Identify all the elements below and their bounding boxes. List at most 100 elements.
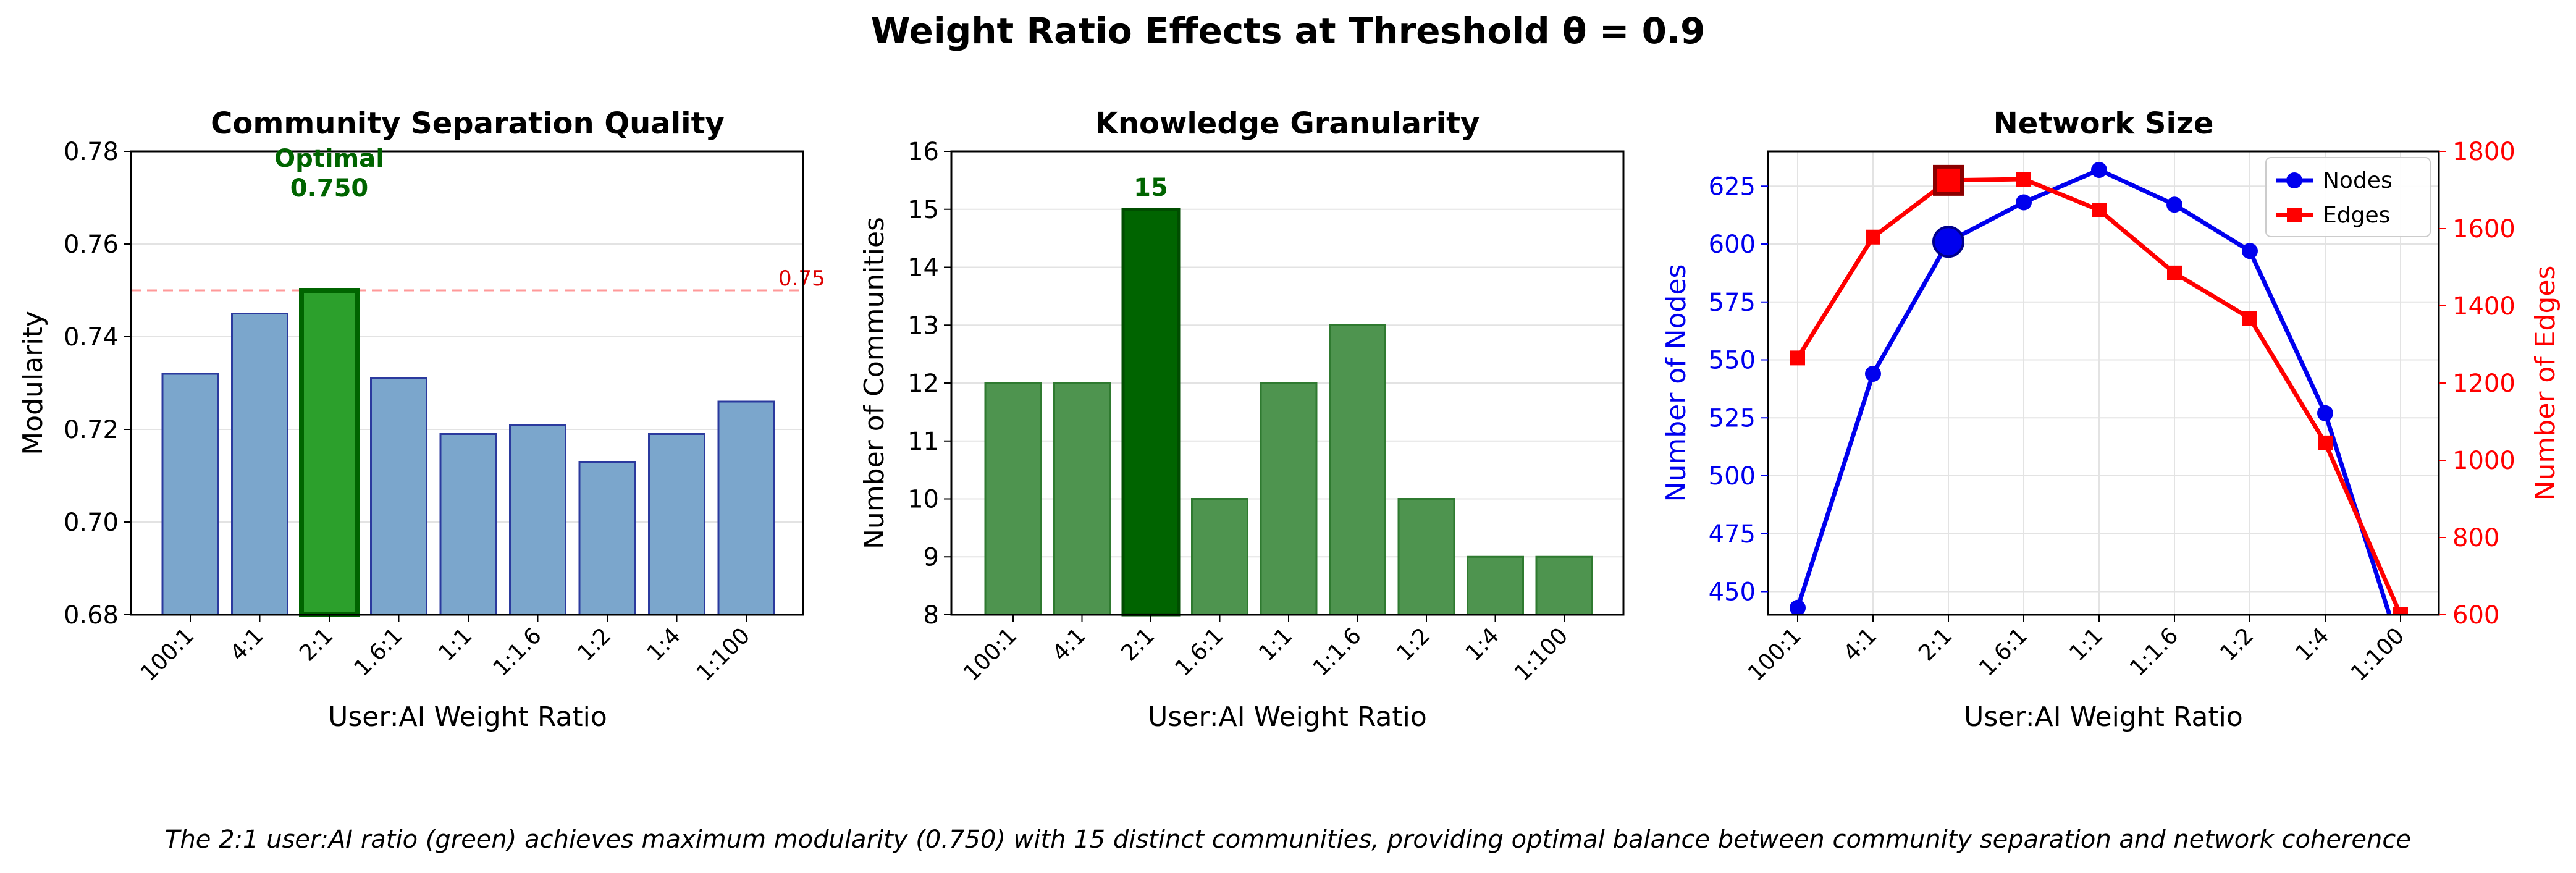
nodes-point-1:1.6: [2166, 196, 2182, 213]
edges-point-1:2: [2242, 311, 2257, 326]
bar-2:1: [1121, 208, 1181, 617]
x-tick-label: 1:4: [1461, 623, 1504, 666]
bar-1.6:1: [370, 377, 427, 616]
nodes-point-1:4: [2317, 405, 2333, 421]
y-tick-label: 600: [1709, 230, 1756, 259]
x-tick-label: 100:1: [959, 623, 1022, 686]
bar-1:100: [717, 400, 775, 616]
edges-point-4:1: [1866, 229, 1880, 245]
x-tick-label: 2:1: [1914, 623, 1957, 666]
y-tick-label: 450: [1709, 578, 1756, 607]
x-tick-label: 2:1: [1116, 623, 1160, 666]
reference-line-label: 0.75: [778, 266, 825, 291]
y-tick-label: 11: [907, 428, 939, 456]
y-tick-label: 1600: [2452, 215, 2515, 243]
bar-1:100: [1535, 555, 1593, 616]
x-tick-label: 100:1: [136, 623, 199, 686]
y-tick-label: 0.78: [64, 138, 119, 166]
panel3-xlabel: User:AI Weight Ratio: [1964, 701, 2243, 733]
x-tick-label: 1:100: [692, 623, 755, 686]
y-tick-label: 12: [907, 369, 939, 398]
y-tick-label: 8: [924, 601, 939, 630]
panel1-xlabel: User:AI Weight Ratio: [328, 701, 607, 733]
y-tick-label: 1200: [2452, 369, 2515, 398]
max-communities-label: 15: [1134, 174, 1168, 202]
panel3-ylabel-right: Number of Edges: [2530, 266, 2561, 501]
x-tick-label: 1.6:1: [1974, 623, 2032, 681]
x-tick-label: 1.6:1: [350, 623, 408, 681]
y-tick-label: 0.72: [64, 416, 119, 444]
y-tick-label: 0.74: [64, 323, 119, 352]
panel3-title: Network Size: [1993, 106, 2214, 141]
x-tick-label: 1:4: [2291, 623, 2334, 666]
edges-point-2:1: [1933, 164, 1964, 196]
edges-point-1.6:1: [2016, 172, 2031, 187]
legend: Nodes Edges: [2265, 157, 2431, 237]
x-tick-label: 1:1.6: [489, 623, 547, 681]
nodes-point-4:1: [1865, 366, 1881, 382]
panel1-frame: [130, 150, 804, 616]
y-tick-label: 1400: [2452, 292, 2515, 321]
x-tick-label: 1:100: [1510, 623, 1573, 686]
y-tick-label: 0.76: [64, 230, 119, 259]
nodes-point-1:2: [2242, 243, 2258, 259]
y-tick-label: 575: [1709, 289, 1756, 317]
bar-1.6:1: [1191, 498, 1248, 616]
bar-1:2: [1397, 498, 1455, 616]
y-tick-label: 14: [907, 254, 939, 282]
x-tick-label: 2:1: [295, 623, 338, 666]
legend-nodes-label: Nodes: [2323, 168, 2393, 193]
y-tick-label: 15: [907, 196, 939, 224]
panel1-title: Community Separation Quality: [211, 106, 725, 141]
nodes-point-100:1: [1790, 599, 1806, 615]
bar-1:1.6: [1329, 324, 1386, 616]
bar-1:1: [439, 433, 497, 616]
figure-caption: The 2:1 user:AI ratio (green) achieves m…: [165, 825, 2411, 854]
bar-1:2: [578, 461, 636, 616]
x-tick-label: 4:1: [1838, 623, 1882, 666]
bar-2:1: [299, 288, 360, 617]
x-tick-label: 1:1: [434, 623, 477, 666]
legend-edges-label: Edges: [2323, 203, 2390, 228]
nodes-point-2:1: [1932, 226, 1964, 258]
x-tick-label: 1:1.6: [1308, 623, 1366, 681]
nodes-point-1.6:1: [2016, 194, 2032, 211]
panel2-xlabel: User:AI Weight Ratio: [1148, 701, 1427, 733]
y-tick-label: 10: [907, 486, 939, 514]
bar-4:1: [231, 313, 288, 616]
bar-100:1: [161, 373, 219, 616]
x-tick-label: 4:1: [225, 623, 269, 666]
y-tick-label: 800: [2452, 524, 2499, 552]
optimal-annotation-value: 0.750: [290, 174, 369, 203]
x-tick-label: 1:2: [573, 623, 616, 666]
x-tick-label: 1:1: [2065, 623, 2108, 666]
panel1-ylabel: Modularity: [17, 311, 49, 455]
panel3-ylabel-left: Number of Nodes: [1661, 264, 1692, 502]
bar-1:4: [1467, 555, 1524, 616]
y-tick-label: 13: [907, 311, 939, 340]
y-tick-label: 475: [1709, 520, 1756, 549]
panel2-ylabel: Number of Communities: [859, 217, 890, 549]
legend-nodes-marker: [2286, 172, 2302, 188]
y-tick-label: 500: [1709, 462, 1756, 491]
x-tick-label: 1:4: [642, 623, 686, 666]
x-tick-label: 1.6:1: [1171, 623, 1229, 681]
panel2-title: Knowledge Granularity: [1095, 106, 1480, 141]
edges-point-100:1: [1790, 350, 1805, 366]
bar-1:1.6: [509, 424, 566, 616]
x-tick-label: 1:1.6: [2125, 623, 2183, 681]
x-tick-label: 1:2: [2215, 623, 2258, 666]
y-tick-label: 1000: [2452, 447, 2515, 475]
y-tick-label: 550: [1709, 347, 1756, 375]
y-tick-label: 1800: [2452, 138, 2515, 166]
y-tick-label: 16: [907, 138, 939, 166]
edges-point-1:1: [2092, 203, 2107, 217]
nodes-point-1:1: [2091, 162, 2107, 178]
y-tick-label: 525: [1709, 404, 1756, 432]
x-tick-label: 1:1: [1254, 623, 1297, 666]
bar-4:1: [1053, 382, 1111, 616]
bar-100:1: [984, 382, 1042, 616]
y-tick-label: 9: [924, 543, 939, 571]
legend-edges-marker: [2287, 208, 2302, 222]
